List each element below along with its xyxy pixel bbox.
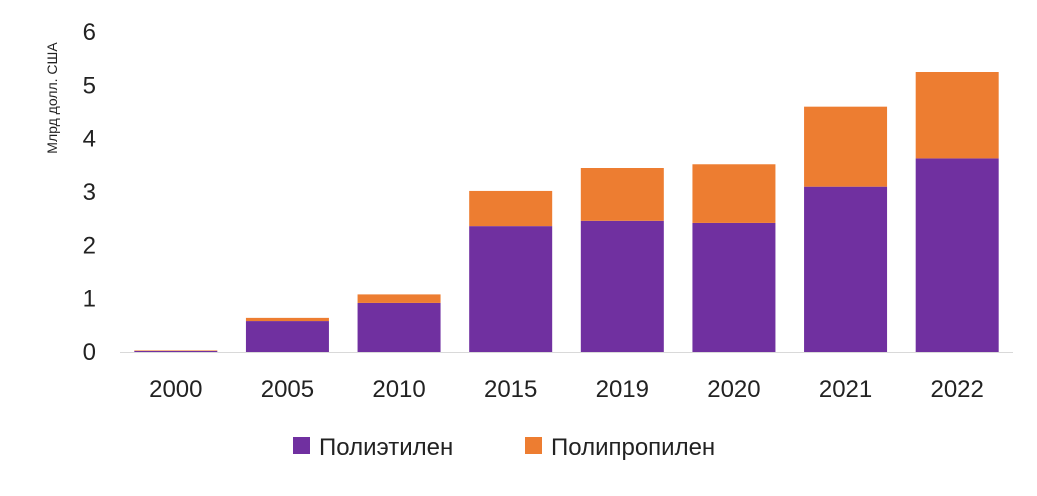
bars-group bbox=[134, 72, 999, 352]
legend-swatch-polyethylene bbox=[293, 437, 310, 454]
bar-polypropylene-2000 bbox=[134, 350, 218, 351]
x-axis-ticks: 2000 2005 2010 2015 2019 2020 2021 2022 bbox=[149, 376, 984, 403]
bar-polypropylene-2022 bbox=[915, 72, 999, 159]
x-tick-label: 2015 bbox=[484, 376, 537, 403]
y-axis-ticks: 0 1 2 3 4 5 6 bbox=[83, 19, 96, 366]
bar-polypropylene-2020 bbox=[692, 164, 776, 223]
y-tick-label: 3 bbox=[83, 179, 96, 206]
y-tick-label: 2 bbox=[83, 232, 96, 259]
bar-polyethylene-2010 bbox=[357, 302, 441, 352]
y-tick-label: 1 bbox=[83, 286, 96, 313]
bar-polypropylene-2005 bbox=[245, 317, 329, 322]
bar-polyethylene-2015 bbox=[469, 226, 553, 352]
legend-label-polypropylene: Полипропилен bbox=[551, 434, 715, 461]
bar-polyethylene-2021 bbox=[804, 186, 888, 352]
bar-polyethylene-2020 bbox=[692, 222, 776, 352]
bar-polypropylene-2021 bbox=[804, 106, 888, 187]
legend: Полиэтилен Полипропилен bbox=[293, 434, 715, 461]
x-tick-label: 2010 bbox=[372, 376, 425, 403]
x-tick-label: 2019 bbox=[596, 376, 649, 403]
x-tick-label: 2022 bbox=[930, 376, 983, 403]
bar-polyethylene-2019 bbox=[580, 220, 664, 352]
x-tick-label: 2020 bbox=[707, 376, 760, 403]
legend-swatch-polypropylene bbox=[525, 437, 542, 454]
y-tick-label: 5 bbox=[83, 72, 96, 99]
y-tick-label: 0 bbox=[83, 339, 96, 366]
y-tick-label: 6 bbox=[83, 19, 96, 46]
x-tick-label: 2000 bbox=[149, 376, 202, 403]
bar-polyethylene-2000 bbox=[134, 350, 218, 352]
legend-label-polyethylene: Полиэтилен bbox=[319, 434, 453, 461]
bar-polyethylene-2005 bbox=[245, 321, 329, 352]
bar-polypropylene-2019 bbox=[580, 168, 664, 221]
bar-polypropylene-2010 bbox=[357, 294, 441, 303]
x-tick-label: 2005 bbox=[261, 376, 314, 403]
bar-polypropylene-2015 bbox=[469, 190, 553, 227]
y-tick-label: 4 bbox=[83, 126, 96, 153]
y-axis-label-group: Млрд долл. США bbox=[44, 42, 60, 154]
x-tick-label: 2021 bbox=[819, 376, 872, 403]
y-axis-label: Млрд долл. США bbox=[44, 42, 60, 154]
bar-polyethylene-2022 bbox=[915, 158, 999, 352]
